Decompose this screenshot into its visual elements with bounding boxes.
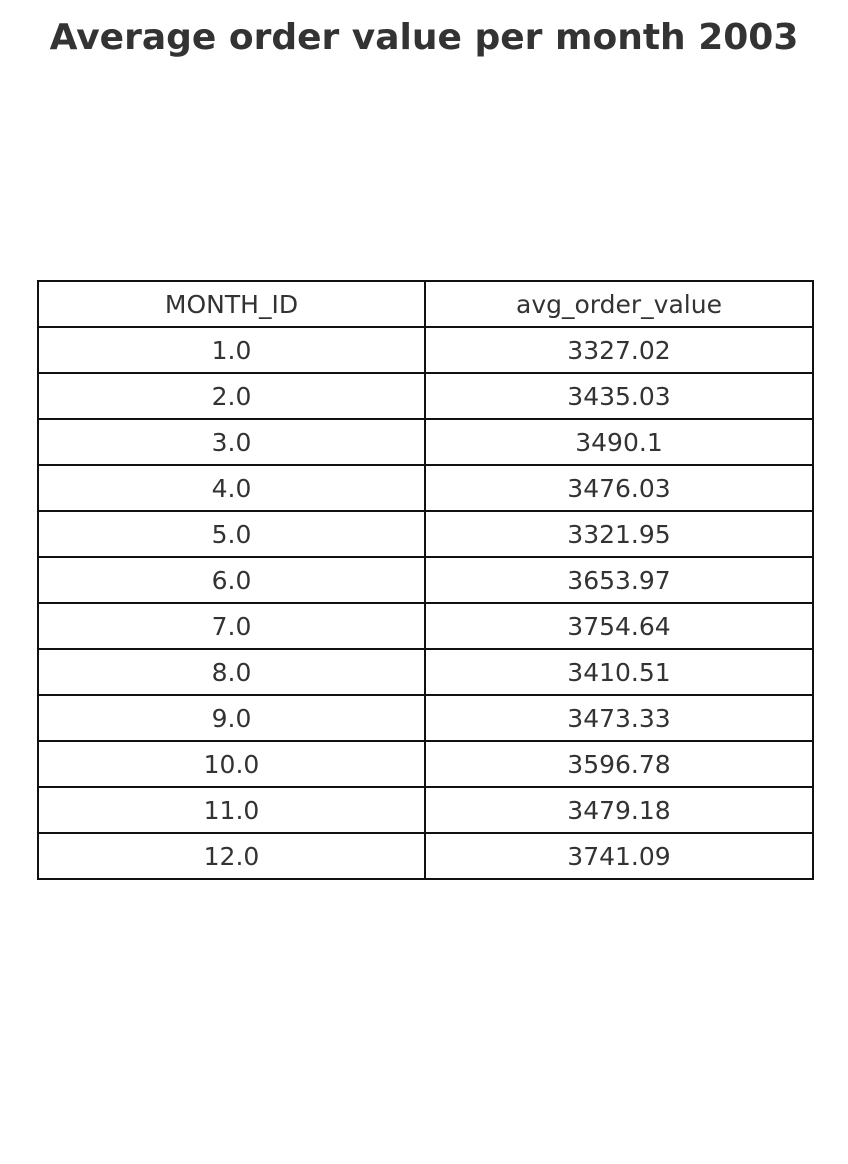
month-id-cell: 12.0 (37, 832, 426, 880)
table-row: 6.0 3653.97 (37, 556, 814, 604)
month-id-cell: 5.0 (37, 510, 426, 558)
month-id-cell: 6.0 (37, 556, 426, 604)
avg-order-value-cell: 3410.51 (424, 648, 814, 696)
avg-order-value-cell: 3327.02 (424, 326, 814, 374)
avg-order-value-cell: 3476.03 (424, 464, 814, 512)
month-id-cell: 3.0 (37, 418, 426, 466)
table-row: 10.0 3596.78 (37, 740, 814, 788)
month-id-cell: 7.0 (37, 602, 426, 650)
table-body: 1.0 3327.02 2.0 3435.03 3.0 3490.1 4.0 3… (37, 326, 814, 880)
avg-order-value-cell: 3435.03 (424, 372, 814, 420)
chart-title: Average order value per month 2003 (49, 17, 799, 58)
month-id-cell: 8.0 (37, 648, 426, 696)
month-id-cell: 1.0 (37, 326, 426, 374)
avg-order-value-cell: 3479.18 (424, 786, 814, 834)
month-id-cell: 4.0 (37, 464, 426, 512)
month-id-cell: 10.0 (37, 740, 426, 788)
table-row: 11.0 3479.18 (37, 786, 814, 834)
month-id-cell: 9.0 (37, 694, 426, 742)
month-id-cell: 2.0 (37, 372, 426, 420)
table-row: 5.0 3321.95 (37, 510, 814, 558)
avg-order-value-cell: 3473.33 (424, 694, 814, 742)
column-header-avg-order-value: avg_order_value (424, 280, 814, 328)
table-row: 9.0 3473.33 (37, 694, 814, 742)
avg-order-value-cell: 3653.97 (424, 556, 814, 604)
avg-order-value-cell: 3754.64 (424, 602, 814, 650)
avg-order-value-cell: 3741.09 (424, 832, 814, 880)
table-row: 8.0 3410.51 (37, 648, 814, 696)
table-row: 2.0 3435.03 (37, 372, 814, 420)
avg-order-value-cell: 3490.1 (424, 418, 814, 466)
table-row: 1.0 3327.02 (37, 326, 814, 374)
table-row: 3.0 3490.1 (37, 418, 814, 466)
avg-order-value-cell: 3321.95 (424, 510, 814, 558)
column-header-month-id: MONTH_ID (37, 280, 426, 328)
data-table: MONTH_ID avg_order_value 1.0 3327.02 2.0… (37, 280, 814, 880)
avg-order-value-cell: 3596.78 (424, 740, 814, 788)
table-row: 12.0 3741.09 (37, 832, 814, 880)
table-row: 4.0 3476.03 (37, 464, 814, 512)
month-id-cell: 11.0 (37, 786, 426, 834)
table-header-row: MONTH_ID avg_order_value (37, 280, 814, 328)
table-row: 7.0 3754.64 (37, 602, 814, 650)
